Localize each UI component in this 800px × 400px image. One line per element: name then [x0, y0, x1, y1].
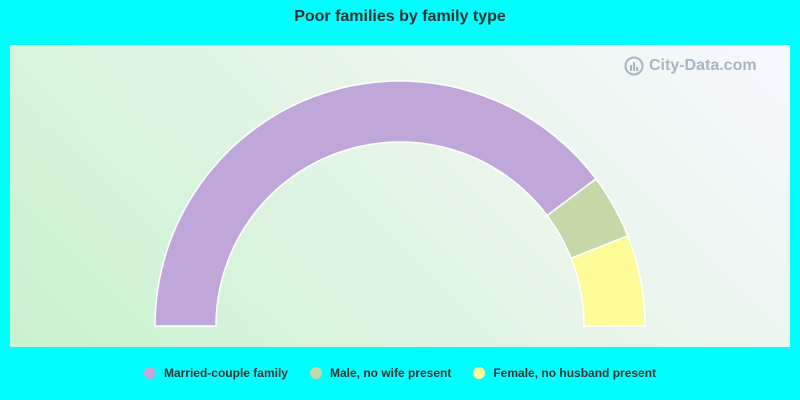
- city-data-logo-icon: [624, 56, 644, 76]
- legend-swatch: [473, 367, 486, 379]
- legend-label: Married-couple family: [163, 366, 288, 380]
- donut-slice-1[interactable]: [154, 80, 597, 327]
- watermark-text: City-Data.com: [649, 57, 757, 74]
- legend-label: Male, no wife present: [329, 366, 452, 380]
- legend: Married-couple family Male, no wife prese…: [0, 364, 800, 382]
- legend-item-3[interactable]: Female, no husband present: [473, 366, 656, 380]
- legend-swatch: [309, 367, 322, 379]
- legend-swatch: [143, 367, 156, 379]
- legend-label: Female, no husband present: [493, 366, 657, 380]
- watermark: City-Data.com: [624, 56, 757, 76]
- legend-item-1[interactable]: Married-couple family: [143, 366, 288, 380]
- legend-item-2[interactable]: Male, no wife present: [309, 366, 452, 380]
- chart-title: Poor families by family type: [294, 8, 506, 25]
- donut-slice-3[interactable]: [570, 234, 646, 327]
